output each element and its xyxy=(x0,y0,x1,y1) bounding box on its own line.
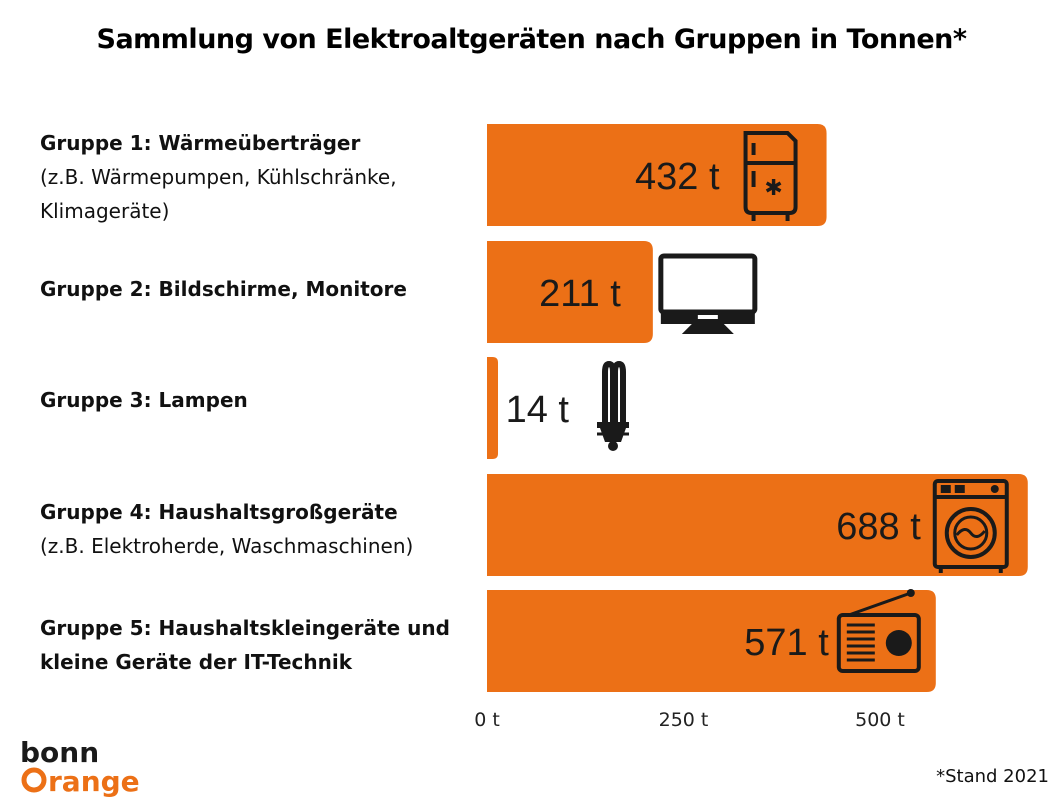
group-2-title: Gruppe 2: Bildschirme, Monitore xyxy=(40,277,407,301)
group-5-title-line2: kleine Geräte der IT-Technik xyxy=(40,650,353,674)
group-label-1: Gruppe 1: Wärmeüberträger (z.B. Wärmepum… xyxy=(40,126,460,228)
bar-chart: 432 t ✱ 211 t 14 t 688 t 571 t 0 t 250 t 500 t xyxy=(474,124,1028,731)
washing-machine-icon xyxy=(932,479,1009,573)
bar-5 xyxy=(487,590,936,692)
monitor-stand xyxy=(681,324,734,334)
monitor-power-slot xyxy=(697,315,718,319)
lamp-tube-right xyxy=(612,360,627,422)
radio-body xyxy=(836,613,921,673)
lamp-tube-left xyxy=(602,360,617,422)
group-label-4: Gruppe 4: Haushaltsgroßgeräte (z.B. Elek… xyxy=(40,495,460,563)
radio-antenna-tip xyxy=(906,589,915,597)
bar-4 xyxy=(487,474,1028,576)
group-3-title: Gruppe 3: Lampen xyxy=(40,388,248,412)
group-5-title-line1: Gruppe 5: Haushaltskleingeräte und xyxy=(40,616,450,640)
group-1-title: Gruppe 1: Wärmeüberträger xyxy=(40,131,361,155)
washer-knob xyxy=(990,485,999,493)
group-1-subtitle-line2: Klimageräte) xyxy=(40,199,170,223)
washer-body xyxy=(932,479,1009,569)
group-label-2: Gruppe 2: Bildschirme, Monitore xyxy=(40,272,460,306)
chart-title: Sammlung von Elektroaltgeräten nach Grup… xyxy=(96,24,967,55)
washer-drum xyxy=(953,515,989,551)
bar-2-value-label: 211 t xyxy=(539,273,621,315)
radio-dial xyxy=(885,630,912,656)
lamp-tip xyxy=(608,441,619,451)
x-tick-label-500: 500 t xyxy=(855,709,905,731)
logo-line1: bonn xyxy=(20,736,99,769)
group-4-subtitle: (z.B. Elektroherde, Waschmaschinen) xyxy=(40,534,414,558)
fridge-icon: ✱ xyxy=(743,131,798,221)
group-4-title: Gruppe 4: Haushaltsgroßgeräte xyxy=(40,500,398,524)
bar-2 xyxy=(487,241,653,343)
washer-button-2 xyxy=(954,485,965,493)
logo-o-ring xyxy=(21,767,47,793)
fridge-body xyxy=(743,131,798,215)
washer-button-1 xyxy=(940,485,951,493)
monitor-icon xyxy=(658,253,758,334)
lamp-base-top xyxy=(597,422,630,428)
bar-3 xyxy=(487,357,499,459)
bonn-orange-logo: bonn range xyxy=(20,736,140,798)
logo-line2: range xyxy=(48,765,140,798)
group-1-subtitle-line1: (z.B. Wärmepumpen, Kühlschränke, xyxy=(40,165,397,189)
x-tick-label-0: 0 t xyxy=(474,709,500,731)
radio-antenna xyxy=(848,591,912,617)
radio-icon xyxy=(836,589,921,673)
bar-1 xyxy=(487,124,827,226)
bar-1-value-label: 432 t xyxy=(635,156,720,198)
x-tick-label-250: 250 t xyxy=(659,709,709,731)
washer-door xyxy=(944,507,997,559)
bar-3-value-label: 14 t xyxy=(506,389,570,431)
monitor-screen xyxy=(658,253,758,315)
group-label-3: Gruppe 3: Lampen xyxy=(40,383,460,417)
washer-water xyxy=(955,528,986,538)
footnote: *Stand 2021 xyxy=(936,766,1049,787)
fridge-snowflake: ✱ xyxy=(764,176,782,201)
bar-5-value-label: 571 t xyxy=(744,622,829,664)
bar-4-value-label: 688 t xyxy=(836,506,921,548)
lamp-base xyxy=(600,428,627,442)
lamp-icon xyxy=(597,360,630,451)
group-label-5: Gruppe 5: Haushaltskleingeräte und klein… xyxy=(40,611,460,679)
